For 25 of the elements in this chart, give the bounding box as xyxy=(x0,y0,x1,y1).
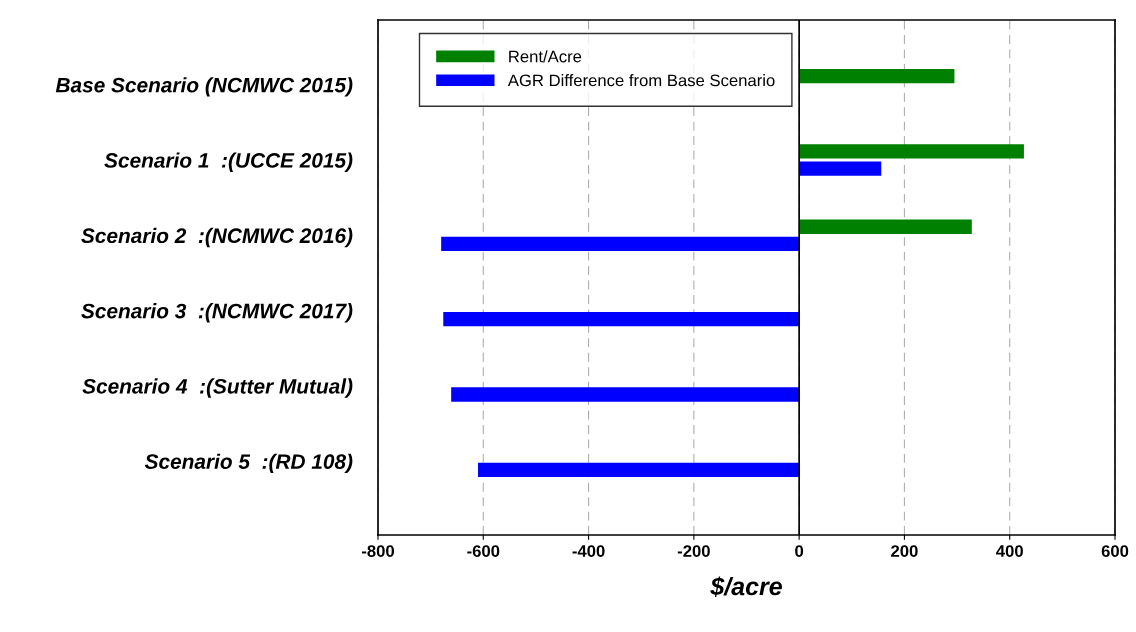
y-tick-label: Scenario 1 :(UCCE 2015) xyxy=(104,152,353,172)
bar xyxy=(478,462,800,477)
y-tick-label: Scenario 3 :(NCMWC 2017) xyxy=(81,303,353,323)
x-tick-label: -200 xyxy=(677,545,710,557)
x-axis-title: $/acre xyxy=(710,576,782,597)
bar xyxy=(451,387,800,402)
x-tick-label: -800 xyxy=(361,545,394,557)
x-tick-label: -600 xyxy=(467,545,500,557)
x-tick-label: 200 xyxy=(891,545,918,557)
y-tick-label: Base Scenario (NCMWC 2015) xyxy=(55,77,353,97)
y-tick-label: Scenario 4 :(Sutter Mutual) xyxy=(82,378,353,398)
y-tick-label: Scenario 5 :(RD 108) xyxy=(144,453,353,474)
bar xyxy=(799,219,972,234)
y-tick-label: Scenario 2 :(NCMWC 2016) xyxy=(81,227,353,248)
bar xyxy=(443,312,800,327)
legend-label: AGR Difference from Base Scenario xyxy=(507,74,775,87)
x-tick-label: -400 xyxy=(572,545,605,557)
x-tick-label: 400 xyxy=(996,545,1023,557)
x-tick-label: 600 xyxy=(1101,545,1129,557)
bar xyxy=(799,144,1024,159)
legend-label: Rent/Acre xyxy=(509,50,582,63)
bar xyxy=(799,161,882,176)
bar xyxy=(799,69,955,84)
bar xyxy=(441,236,800,252)
x-tick-label: 0 xyxy=(795,545,804,557)
